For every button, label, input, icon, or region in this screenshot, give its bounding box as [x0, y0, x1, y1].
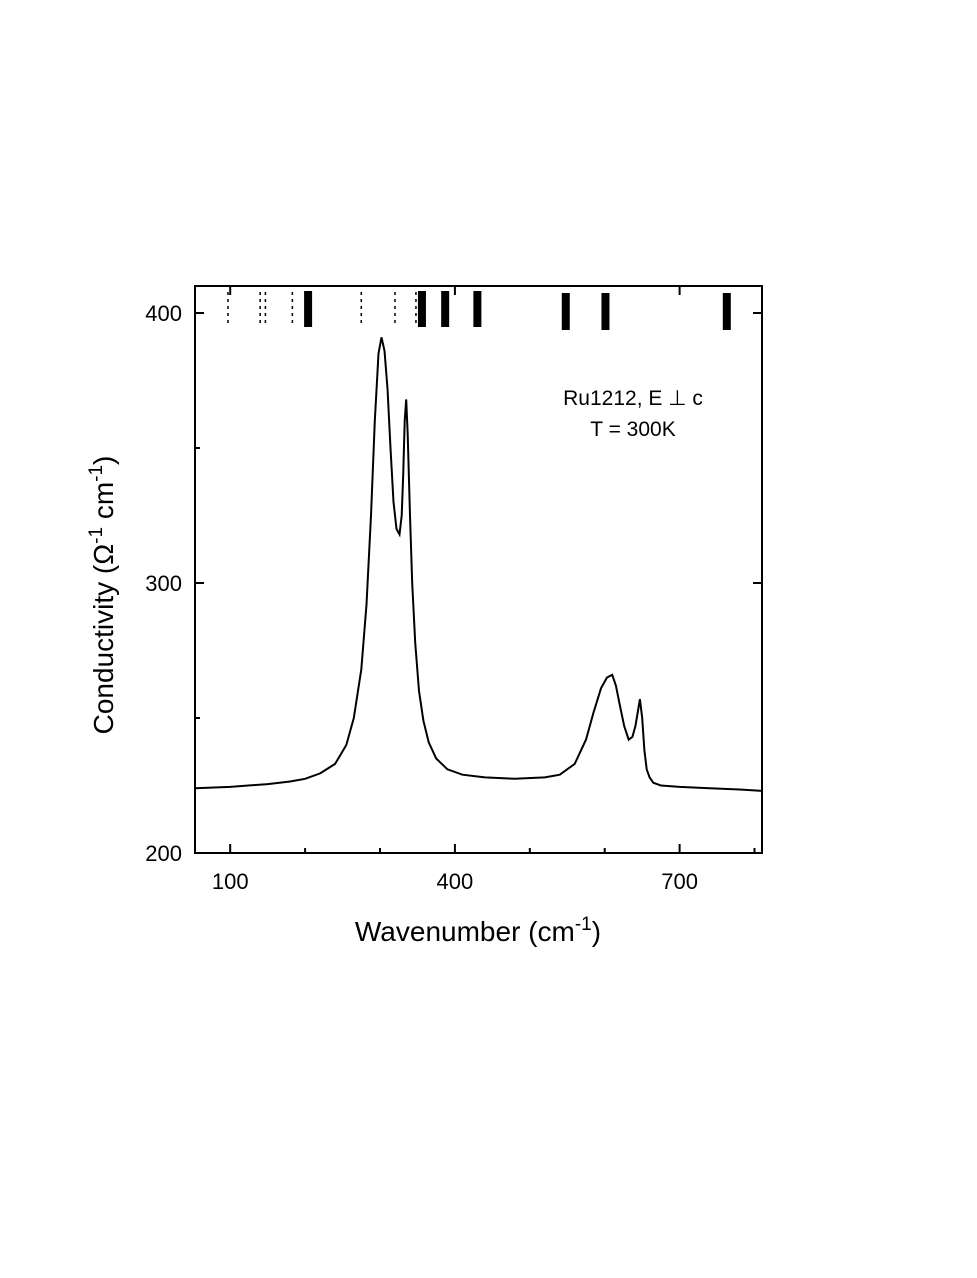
- mode-markers: [227, 291, 731, 330]
- plot-frame: [194, 285, 763, 854]
- solid-mode-marker: [441, 291, 450, 327]
- conductivity-curve: [194, 337, 763, 792]
- x-axis: 100 400 700: [212, 286, 756, 894]
- y-tick-label: 200: [145, 841, 182, 866]
- annotation-temperature: T = 300K: [590, 418, 675, 441]
- y-tick-label: 300: [145, 571, 182, 596]
- solid-mode-marker: [417, 291, 426, 327]
- annotation-sample: Ru1212, E ⊥ c: [563, 387, 703, 410]
- solid-mode-marker: [601, 293, 610, 330]
- y-axis: 200 300 400: [145, 301, 762, 866]
- x-tick-label: 700: [661, 869, 698, 894]
- solid-mode-marker: [473, 291, 482, 327]
- y-tick-label: 400: [145, 301, 182, 326]
- solid-mode-marker: [304, 291, 313, 327]
- solid-mode-marker: [722, 293, 731, 330]
- solid-mode-marker: [561, 293, 570, 330]
- y-axis-title: Conductivity (Ω-1 cm-1): [86, 456, 119, 735]
- x-tick-label: 400: [437, 869, 474, 894]
- x-axis-title: Wavenumber (cm-1): [355, 914, 601, 947]
- x-tick-label: 100: [212, 869, 249, 894]
